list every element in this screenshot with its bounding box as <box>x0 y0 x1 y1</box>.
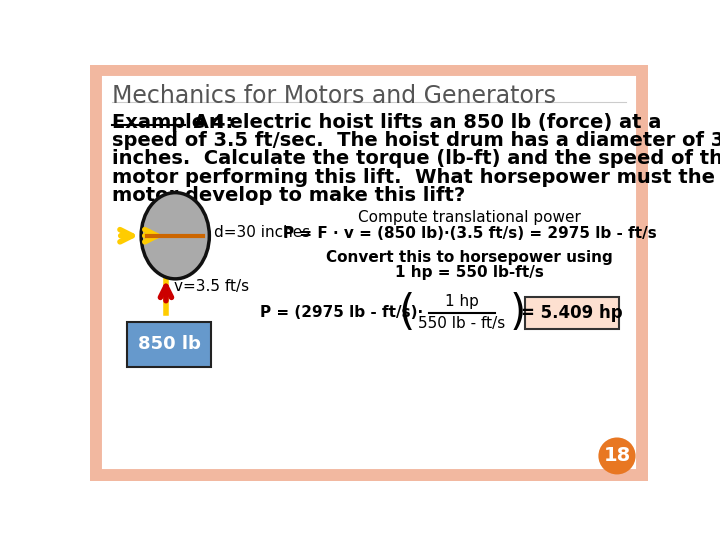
Text: Convert this to horsepower using: Convert this to horsepower using <box>326 249 613 265</box>
Text: Mechanics for Motors and Generators: Mechanics for Motors and Generators <box>112 84 556 108</box>
Text: d=30 inches: d=30 inches <box>214 225 310 240</box>
Text: (: ( <box>398 292 414 334</box>
FancyBboxPatch shape <box>525 296 619 329</box>
Text: motor develop to make this lift?: motor develop to make this lift? <box>112 186 465 205</box>
Text: P = (2975 lb - ft/s)·: P = (2975 lb - ft/s)· <box>261 305 423 320</box>
Ellipse shape <box>141 193 210 279</box>
Text: speed of 3.5 ft/sec.  The hoist drum has a diameter of 30: speed of 3.5 ft/sec. The hoist drum has … <box>112 131 720 150</box>
Text: v=3.5 ft/s: v=3.5 ft/s <box>174 279 249 294</box>
Text: P = F · v = (850 lb)·(3.5 ft/s) = 2975 lb - ft/s: P = F · v = (850 lb)·(3.5 ft/s) = 2975 l… <box>283 226 657 241</box>
Text: 550 lb - ft/s: 550 lb - ft/s <box>418 316 505 331</box>
Text: Compute translational power: Compute translational power <box>359 210 581 225</box>
Text: = 5.409 hp: = 5.409 hp <box>521 303 623 322</box>
Text: motor performing this lift.  What horsepower must the: motor performing this lift. What horsepo… <box>112 168 715 187</box>
Text: 850 lb: 850 lb <box>138 335 200 353</box>
FancyBboxPatch shape <box>94 70 644 476</box>
Text: inches.  Calculate the torque (lb-ft) and the speed of the: inches. Calculate the torque (lb-ft) and… <box>112 150 720 168</box>
Text: 18: 18 <box>603 447 631 465</box>
Text: ): ) <box>510 292 526 334</box>
Text: 1 hp = 550 lb-ft/s: 1 hp = 550 lb-ft/s <box>395 265 544 280</box>
Text: 1 hp: 1 hp <box>445 294 479 309</box>
FancyBboxPatch shape <box>127 322 211 367</box>
Circle shape <box>598 437 636 475</box>
Text: Example 4:: Example 4: <box>112 112 233 132</box>
Text: An electric hoist lifts an 850 lb (force) at a: An electric hoist lifts an 850 lb (force… <box>187 112 661 132</box>
